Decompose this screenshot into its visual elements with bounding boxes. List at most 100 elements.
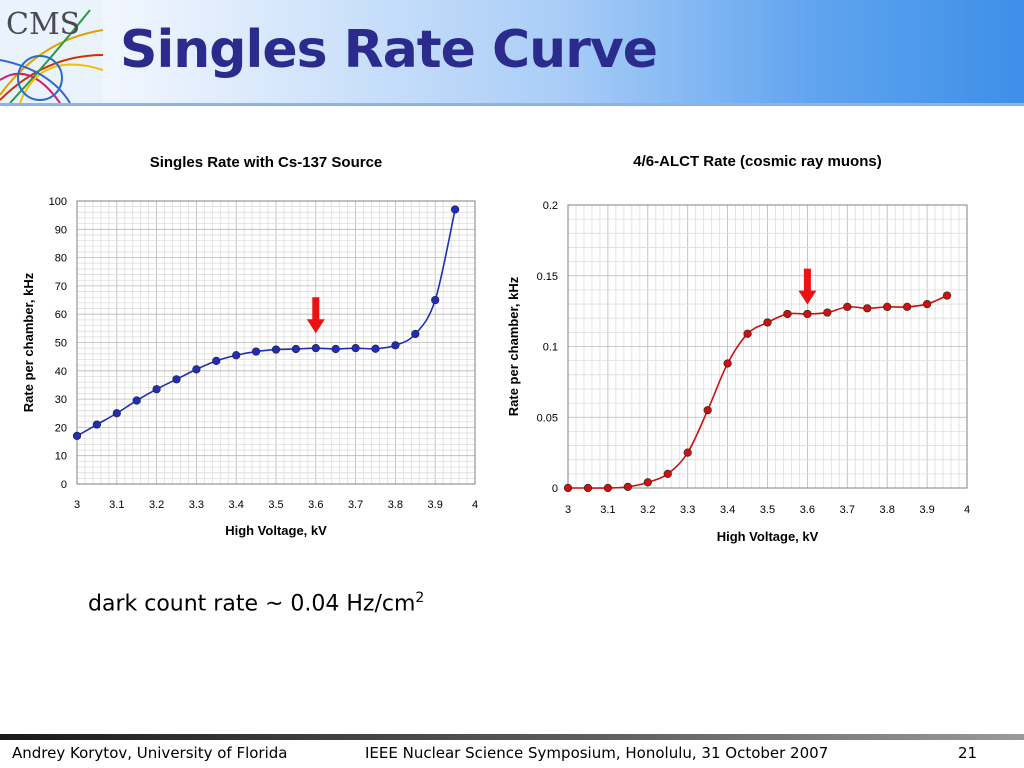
right-chart-data-point [643,478,652,487]
right-chart-title: 4/6-ALCT Rate (cosmic ray muons) [633,153,881,170]
right-chart-data-point [942,291,952,300]
slide-title: Singles Rate Curve [120,20,658,80]
right-chart-y-tick-label: 0.1 [543,342,558,354]
header-divider [0,103,1024,106]
right-chart-data-point [563,483,573,493]
left-chart-data-point [152,385,161,394]
left-chart-data-point [192,365,201,374]
left-chart-y-tick-label: 70 [55,281,67,293]
right-chart-y-axis-label: Rate per chamber, kHz [506,276,521,416]
right-chart-data-point [723,359,732,368]
right-chart-data-point [883,302,892,311]
footer-divider [0,734,1024,740]
charts-area: Singles Rate with Cs-137 Source 3 3.1 3.2 3.… [21,153,970,544]
left-chart-data-point [351,344,360,353]
left-chart-data-point [451,205,460,214]
left-chart-data-point [132,396,141,405]
right-chart-x-tick-label: 3.8 [880,504,895,516]
left-chart-y-tick-label: 20 [55,422,67,434]
cms-logo: CMS [0,0,103,103]
header-band [0,0,1024,103]
left-chart-y-tick-label: 40 [55,366,67,378]
left-chart-data-point [271,345,281,354]
left-chart-data-point [232,351,241,360]
right-chart-data-point [683,448,692,457]
right-chart-x-tick-label: 4 [964,504,970,516]
logo-text: CMS [6,7,80,42]
left-chart-x-tick-label: 4 [472,499,478,511]
left-chart-data-point [431,295,440,305]
left-chart-y-tick-label: 50 [55,338,67,350]
right-chart-x-tick-label: 3.6 [800,504,815,516]
left-chart-data-point [311,344,320,353]
left-chart-x-tick-label: 3.2 [149,499,164,511]
page-number: 21 [958,744,978,762]
left-chart-data-point [92,420,101,429]
left-chart-x-tick-label: 3.1 [109,499,124,511]
right-chart-x-tick-label: 3 [565,504,571,516]
left-chart-x-tick-label: 3.3 [189,499,204,511]
left-chart-data-point [252,347,261,356]
left-chart-frame [76,200,476,485]
right-chart-operating-point-arrow [798,268,817,305]
right-chart-y-tick-label: 0 [552,483,558,495]
left-chart-y-axis-label: Rate per chamber, kHz [21,272,36,412]
right-chart-data-point [823,308,832,317]
right-chart-data-point [783,309,792,319]
dark-count-superscript: 2 [415,590,425,606]
left-chart-y-tick-label: 90 [55,224,67,236]
right-chart-data-point [843,302,852,311]
left-chart-x-tick-label: 3.6 [308,499,323,511]
right-chart-x-tick-label: 3.3 [680,504,695,516]
left-chart-x-tick-label: 3.7 [348,499,363,511]
left-chart-x-tick-label: 3.4 [229,499,244,511]
left-chart-data-point [371,344,380,353]
left-chart-data-point [112,409,121,418]
right-chart-y-tick-label: 0.2 [543,200,558,212]
left-chart-y-tick-label: 0 [61,479,67,491]
dark-count-note: dark count rate ~ 0.04 Hz/cm2 [88,590,424,616]
right-chart-x-tick-label: 3.9 [919,504,934,516]
left-chart-data-point [212,356,221,365]
right-chart-data-point [623,482,632,491]
right-chart-y-tick-label: 0.15 [537,271,558,283]
right-chart-data-point [743,329,752,338]
left-chart-x-tick-label: 3.9 [428,499,443,511]
left-chart-operating-point-arrow [306,297,325,334]
right-chart-data-point [603,483,613,493]
right-chart-y-tick-label: 0.05 [537,412,558,424]
footer-conference: IEEE Nuclear Science Symposium, Honolulu… [365,744,829,762]
right-chart-x-tick-label: 3.5 [760,504,775,516]
left-chart-y-tick-label: 30 [55,394,67,406]
right-chart-data-point [663,469,672,478]
right-chart-data-point [903,302,912,311]
right-chart-x-tick-label: 3.4 [720,504,735,516]
right-chart-x-tick-label: 3.1 [600,504,615,516]
right-chart-data-point [803,309,812,319]
right-chart-data-point [863,304,872,313]
left-chart-data-point [411,329,420,339]
left-chart-data-point [72,431,82,440]
right-chart-data-point [583,483,593,493]
left-chart-data-point [291,344,301,354]
right-chart-x-tick-label: 3.7 [840,504,855,516]
left-chart-x-axis-label: High Voltage, kV [225,523,327,538]
left-chart-data-point [391,341,400,350]
left-chart-data-point [172,375,181,384]
left-chart-x-tick-label: 3.5 [268,499,283,511]
footer-author: Andrey Korytov, University of Florida [12,744,288,762]
left-chart-y-tick-label: 80 [55,253,67,265]
right-chart-frame [567,204,968,489]
left-chart-y-tick-label: 60 [55,309,67,321]
right-chart-data-point [703,406,712,415]
dark-count-text: dark count rate ~ 0.04 Hz/cm [88,591,416,617]
left-chart-y-tick-label: 10 [55,451,67,463]
right-chart-x-axis-label: High Voltage, kV [717,529,819,544]
right-chart-x-tick-label: 3.2 [640,504,655,516]
left-chart-x-tick-label: 3.8 [388,499,403,511]
right-chart-data-point [763,318,772,327]
left-chart-title: Singles Rate with Cs-137 Source [150,154,383,171]
left-chart-y-tick-label: 100 [49,196,67,208]
right-chart-data-point [922,299,932,309]
left-chart-data-point [331,344,340,354]
